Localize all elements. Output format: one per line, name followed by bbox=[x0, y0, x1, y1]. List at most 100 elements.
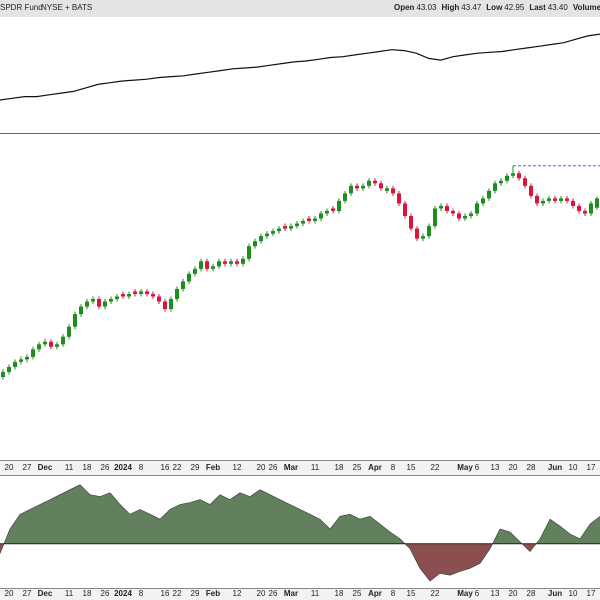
field-label: High bbox=[441, 3, 459, 12]
date-label: Mar bbox=[284, 589, 298, 598]
candle-body bbox=[349, 185, 353, 194]
field-value: 43.40 bbox=[548, 3, 569, 12]
candle-body bbox=[373, 180, 377, 184]
candle-body bbox=[577, 205, 581, 211]
date-label: 22 bbox=[431, 589, 440, 598]
date-label: 13 bbox=[491, 589, 500, 598]
date-label: 11 bbox=[65, 463, 74, 472]
date-label: 8 bbox=[139, 589, 144, 598]
candle-body bbox=[259, 236, 263, 242]
date-label: 13 bbox=[491, 463, 500, 472]
date-label: 22 bbox=[173, 589, 182, 598]
field-value: 43.03 bbox=[416, 3, 437, 12]
candle-body bbox=[115, 296, 119, 300]
candle-body bbox=[559, 198, 563, 201]
candle-body bbox=[355, 185, 359, 189]
candle-body bbox=[223, 261, 227, 264]
candle-body bbox=[415, 228, 419, 239]
candle-body bbox=[403, 203, 407, 217]
candle-body bbox=[385, 188, 389, 191]
candle-body bbox=[283, 226, 287, 229]
candle-body bbox=[535, 195, 539, 204]
candle-body bbox=[241, 258, 245, 264]
date-label: 18 bbox=[83, 463, 92, 472]
oscillator-positive bbox=[0, 484, 600, 544]
candle-body bbox=[1, 371, 5, 377]
candle-body bbox=[271, 231, 275, 234]
date-label: 25 bbox=[353, 463, 362, 472]
date-label: 8 bbox=[139, 463, 144, 472]
date-label: 2024 bbox=[114, 463, 132, 472]
header: SPDR Fund NYSE + BATS Open 43.03 High 43.47… bbox=[0, 3, 600, 12]
candle-body bbox=[499, 180, 503, 184]
candle-body bbox=[31, 349, 35, 357]
candle-body bbox=[325, 210, 329, 214]
date-label: Apr bbox=[368, 463, 382, 472]
field-label: Low bbox=[486, 3, 503, 12]
candle-body bbox=[193, 268, 197, 274]
candle-body bbox=[73, 314, 77, 327]
candle-body bbox=[313, 218, 317, 222]
symbol-title: SPDR Fund bbox=[0, 3, 43, 12]
field-value: 42.95 bbox=[504, 3, 525, 12]
candle-body bbox=[475, 203, 479, 214]
date-label: May bbox=[457, 463, 473, 472]
date-label: Dec bbox=[38, 463, 53, 472]
candle-body bbox=[511, 173, 515, 176]
candle-body bbox=[433, 208, 437, 227]
candle-body bbox=[517, 173, 521, 179]
date-label: 11 bbox=[311, 463, 320, 472]
date-label: 20 bbox=[257, 463, 266, 472]
date-label: 17 bbox=[587, 589, 596, 598]
candle-body bbox=[79, 306, 83, 315]
candle-body bbox=[469, 213, 473, 217]
date-label: 26 bbox=[269, 463, 278, 472]
candle-body bbox=[421, 236, 425, 239]
date-label: 11 bbox=[311, 589, 320, 598]
date-label: 12 bbox=[233, 589, 242, 598]
indicator-line bbox=[0, 33, 600, 101]
candle-body bbox=[571, 200, 575, 206]
candle-body bbox=[133, 291, 137, 294]
date-label: 20 bbox=[509, 589, 518, 598]
candle-body bbox=[427, 226, 431, 237]
candle-body bbox=[13, 361, 17, 367]
candle-body bbox=[49, 341, 53, 347]
candle-body bbox=[205, 261, 209, 269]
candle-body bbox=[307, 218, 311, 222]
date-label: 27 bbox=[23, 589, 32, 598]
date-label: 6 bbox=[475, 589, 480, 598]
candle-body bbox=[163, 301, 167, 310]
candle-body bbox=[589, 203, 593, 214]
candle-body bbox=[19, 359, 23, 362]
candle-body bbox=[169, 299, 173, 310]
date-label: 20 bbox=[509, 463, 518, 472]
candle-body bbox=[553, 198, 557, 201]
candle-body bbox=[175, 288, 179, 300]
candle-body bbox=[97, 299, 101, 307]
candle-body bbox=[253, 241, 257, 247]
candle-body bbox=[409, 216, 413, 229]
candle-body bbox=[361, 185, 365, 189]
candle-body bbox=[37, 344, 41, 350]
date-label: Mar bbox=[284, 463, 298, 472]
date-label: 15 bbox=[407, 589, 416, 598]
candle-body bbox=[61, 336, 65, 345]
date-label: 29 bbox=[191, 589, 200, 598]
date-label: 16 bbox=[161, 589, 170, 598]
candle-body bbox=[343, 193, 347, 201]
date-label: 11 bbox=[65, 589, 74, 598]
date-label: 22 bbox=[173, 463, 182, 472]
date-label: Feb bbox=[206, 463, 220, 472]
candle-body bbox=[565, 198, 569, 201]
date-label: 8 bbox=[391, 589, 396, 598]
candle-body bbox=[541, 200, 545, 204]
date-label: 18 bbox=[335, 589, 344, 598]
candle-body bbox=[85, 301, 89, 307]
date-label: Dec bbox=[38, 589, 53, 598]
date-label: 10 bbox=[569, 463, 578, 472]
date-label: 2024 bbox=[114, 589, 132, 598]
exchange: NYSE + BATS bbox=[41, 3, 92, 12]
